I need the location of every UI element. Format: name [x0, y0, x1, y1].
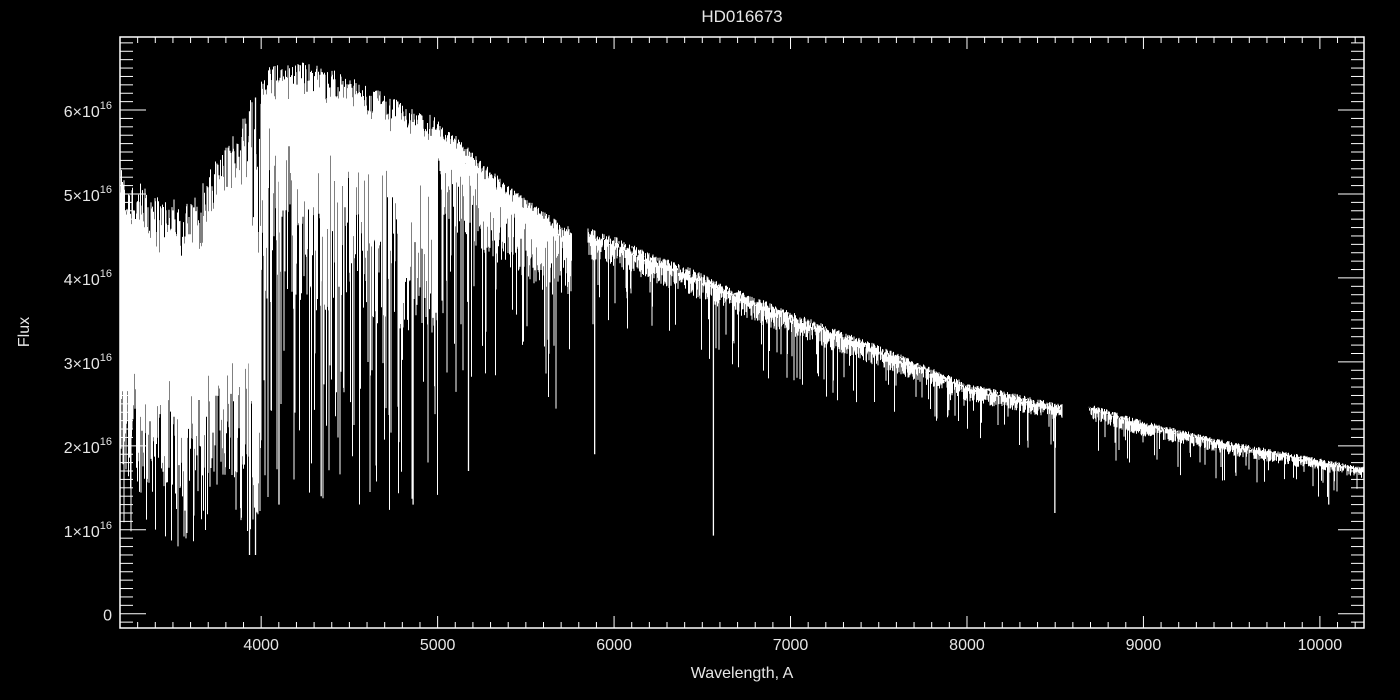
axes — [119, 36, 1365, 629]
y-tick-label: 6×1016 — [64, 100, 112, 121]
y-tick-label: 2×1016 — [64, 436, 112, 457]
x-tick-label: 4000 — [243, 637, 279, 654]
spectrum-trace — [120, 62, 1364, 547]
x-tick-label: 7000 — [773, 637, 809, 654]
x-tick-label: 6000 — [596, 637, 632, 654]
x-tick-label: 10000 — [1298, 637, 1343, 654]
plot-frame — [119, 36, 1365, 629]
y-tick-label: 0 — [103, 608, 112, 625]
x-axis-label: Wavelength, A — [691, 665, 794, 682]
tick-labels: 4000 5000 6000 7000 8000 9000 10000 0 1×1016 2×10… — [64, 100, 1343, 654]
y-tick-label: 1×1016 — [64, 520, 112, 541]
spectrum-series — [120, 62, 1364, 555]
y-tick-label: 3×1016 — [64, 352, 112, 373]
x-tick-label: 8000 — [949, 637, 985, 654]
y-tick-label: 4×1016 — [64, 268, 112, 289]
x-tick-label: 9000 — [1126, 637, 1162, 654]
y-tick-label: 5×1016 — [64, 184, 112, 205]
chart-title: HD016673 — [701, 7, 782, 26]
y-axis-label: Flux — [16, 317, 33, 347]
x-tick-label: 5000 — [420, 637, 456, 654]
